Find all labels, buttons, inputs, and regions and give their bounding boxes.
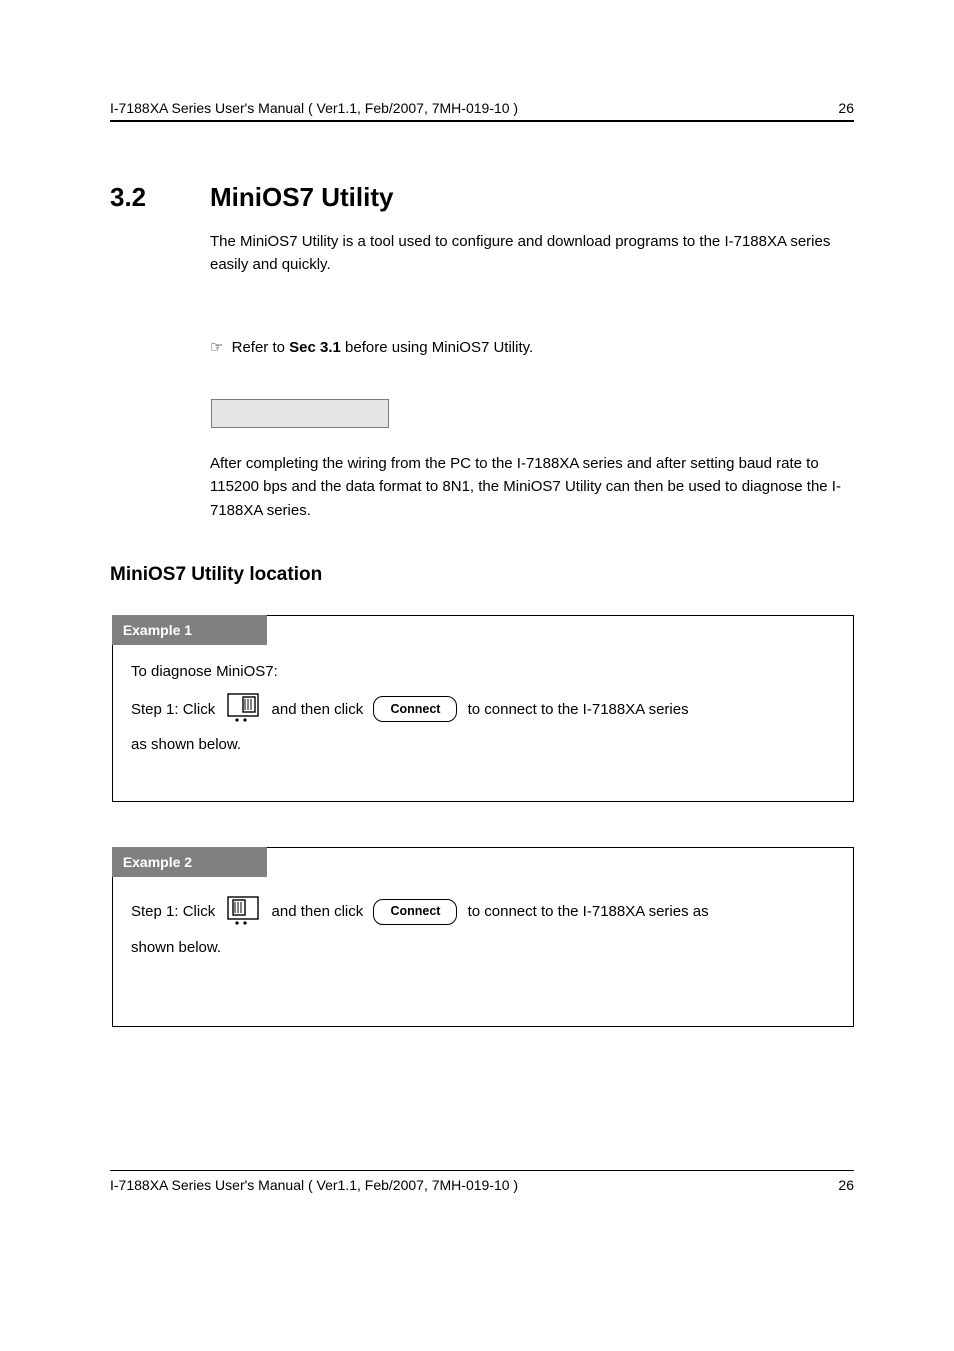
example-1-step-row: Step 1: Click and then click Connect xyxy=(131,691,835,727)
header-rule xyxy=(110,120,854,122)
pointer-icon: ☞ xyxy=(210,336,223,359)
footer-line: I-7188XA Series User's Manual ( Ver1.1, … xyxy=(110,1177,854,1193)
connect-key-icon: Connect xyxy=(373,899,457,925)
config-paragraph: After completing the wiring from the PC … xyxy=(210,452,854,522)
example-2-tail: shown below. xyxy=(131,936,835,959)
footer-page-number: 26 xyxy=(838,1177,854,1193)
reference-text-lead: Refer to xyxy=(232,339,290,356)
highlight-box xyxy=(211,399,389,428)
example-1-tail: as shown below. xyxy=(131,733,835,756)
footer-left-text: I-7188XA Series User's Manual ( Ver1.1, … xyxy=(110,1177,518,1193)
section-number: 3.2 xyxy=(110,182,146,213)
device-icon xyxy=(225,894,261,930)
header-page-number: 26 xyxy=(838,100,854,116)
example-1-tab: Example 1 xyxy=(112,615,267,645)
connect-key-label: Connect xyxy=(390,902,440,921)
intro-paragraph: The MiniOS7 Utility is a tool used to co… xyxy=(210,230,854,277)
utility-location-heading: MiniOS7 Utility location xyxy=(110,564,322,586)
example-1-box: Example 1 To diagnose MiniOS7: Step 1: C… xyxy=(112,615,854,802)
header-line: I-7188XA Series User's Manual ( Ver1.1, … xyxy=(110,100,854,116)
reference-section-link: Sec 3.1 xyxy=(289,339,341,356)
section-title: MiniOS7 Utility xyxy=(210,182,393,213)
reference-note: ☞ Refer to Sec 3.1 before using MiniOS7 … xyxy=(210,336,854,359)
example-2-text-c: to connect to the I-7188XA series as xyxy=(463,900,708,923)
example-2-tab: Example 2 xyxy=(112,847,267,877)
page-footer: I-7188XA Series User's Manual ( Ver1.1, … xyxy=(110,1170,854,1193)
connect-key-label: Connect xyxy=(390,700,440,719)
example-2-step-row: Step 1: Click and then click Connect xyxy=(131,894,835,930)
reference-text-tail: before using MiniOS7 Utility. xyxy=(345,339,533,356)
example-1-text-c: to connect to the I-7188XA series xyxy=(463,698,688,721)
footer-rule xyxy=(110,1170,854,1171)
device-icon xyxy=(225,691,261,727)
example-1-text-b: and then click xyxy=(267,698,367,721)
example-2-box: Example 2 Step 1: Click and then click xyxy=(112,847,854,1027)
connect-key-icon: Connect xyxy=(373,696,457,722)
example-2-text-a: Step 1: Click xyxy=(131,900,219,923)
example-2-text-b: and then click xyxy=(267,900,367,923)
page-header: I-7188XA Series User's Manual ( Ver1.1, … xyxy=(110,100,854,122)
example-1-text-a: Step 1: Click xyxy=(131,698,219,721)
example-1-lead: To diagnose MiniOS7: xyxy=(131,660,835,683)
header-left-text: I-7188XA Series User's Manual ( Ver1.1, … xyxy=(110,100,518,116)
